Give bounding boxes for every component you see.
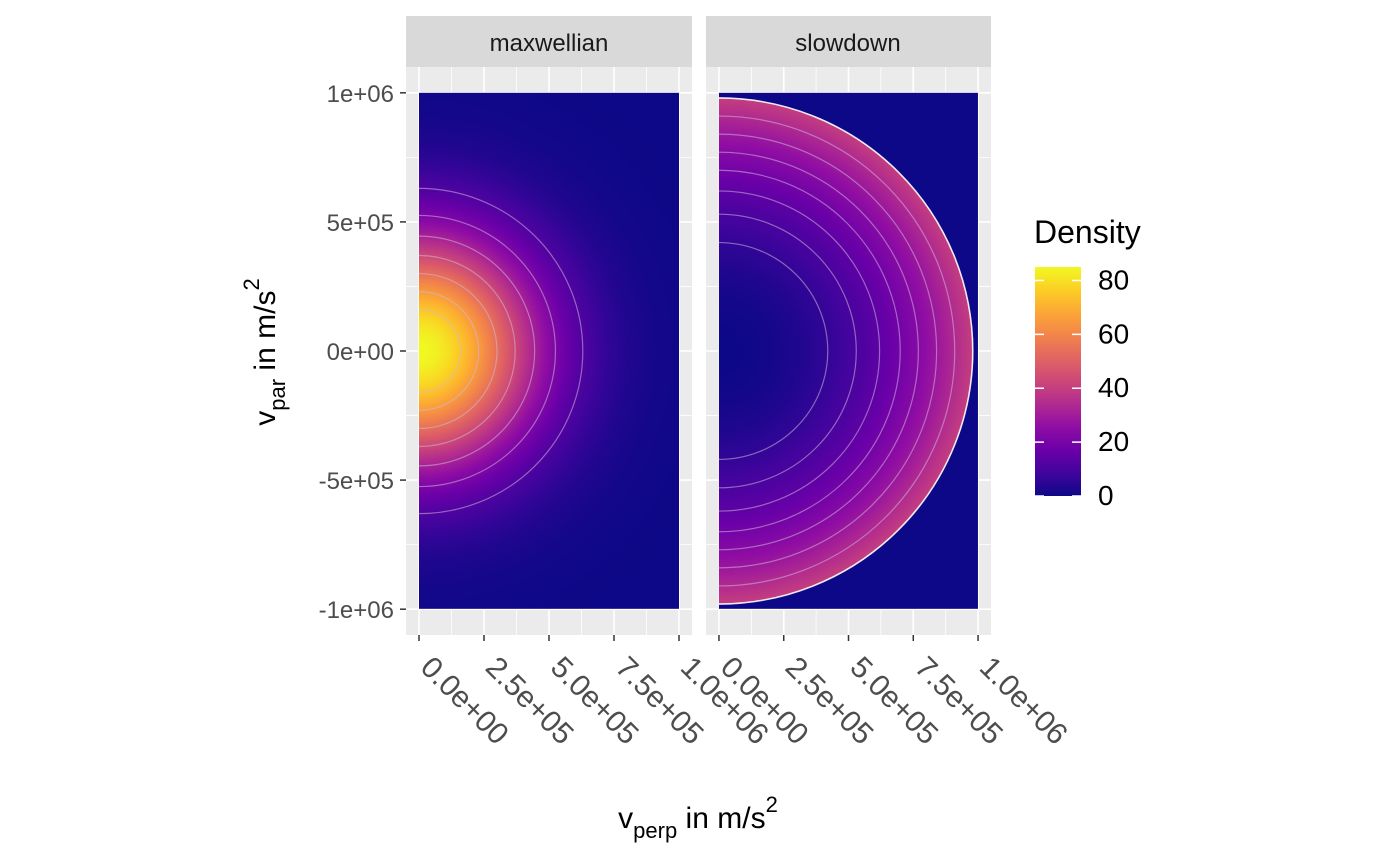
contour-line — [418, 254, 516, 448]
y-axis-title: vpar in m/s2 — [239, 278, 290, 425]
colorbar-label: 20 — [1098, 426, 1129, 457]
y-tick-label: 1e+06 — [327, 81, 394, 108]
x-axis-title: vperp in m/s2 — [618, 792, 778, 843]
heatmap-raster — [718, 92, 978, 609]
y-axis: 1e+06 5e+05 0e+00 -5e+05 -1e+06 — [319, 81, 406, 624]
y-tick-label: -1e+06 — [319, 597, 394, 624]
contour-line — [418, 214, 557, 488]
colorbar-label: 0 — [1098, 480, 1114, 511]
contour-line — [418, 235, 536, 467]
y-tick-label: 5e+05 — [327, 210, 394, 237]
strip-background — [706, 16, 991, 67]
strip-label: maxwellian — [490, 30, 609, 57]
colorbar-label: 80 — [1098, 264, 1129, 295]
contour-line — [718, 169, 901, 533]
contour-line — [718, 115, 956, 587]
contour-line — [718, 151, 920, 551]
colorbar — [1035, 267, 1081, 496]
contour-line — [418, 291, 480, 411]
colorbar-label: 40 — [1098, 372, 1129, 403]
legend: Density 80 60 40 20 0 — [1034, 214, 1141, 511]
contour-line — [718, 213, 857, 489]
colorbar-ticks: 80 60 40 20 0 — [1035, 264, 1129, 511]
contour-line — [718, 133, 938, 569]
cutoff-edge — [718, 97, 974, 605]
heatmap-raster — [419, 92, 679, 609]
contour-lines — [718, 97, 974, 605]
strip-background — [406, 16, 692, 67]
y-tick-label: 0e+00 — [327, 339, 394, 366]
x-axis: 0.0e+002.5e+055.0e+057.5e+051.0e+06 — [414, 635, 775, 751]
contour-line — [418, 272, 498, 430]
contour-line — [418, 187, 584, 515]
contour-line — [418, 309, 462, 393]
contour-line — [718, 241, 829, 461]
contour-lines — [418, 187, 584, 515]
contour-line — [718, 190, 881, 512]
legend-title: Density — [1034, 214, 1141, 250]
strip-label: slowdown — [795, 30, 900, 57]
facet-slowdown: slowdown 0.0e+002.5e+055.0e+057.5e+051.0… — [706, 16, 1074, 751]
y-tick-label: -5e+05 — [319, 468, 394, 495]
colorbar-label: 60 — [1098, 318, 1129, 349]
